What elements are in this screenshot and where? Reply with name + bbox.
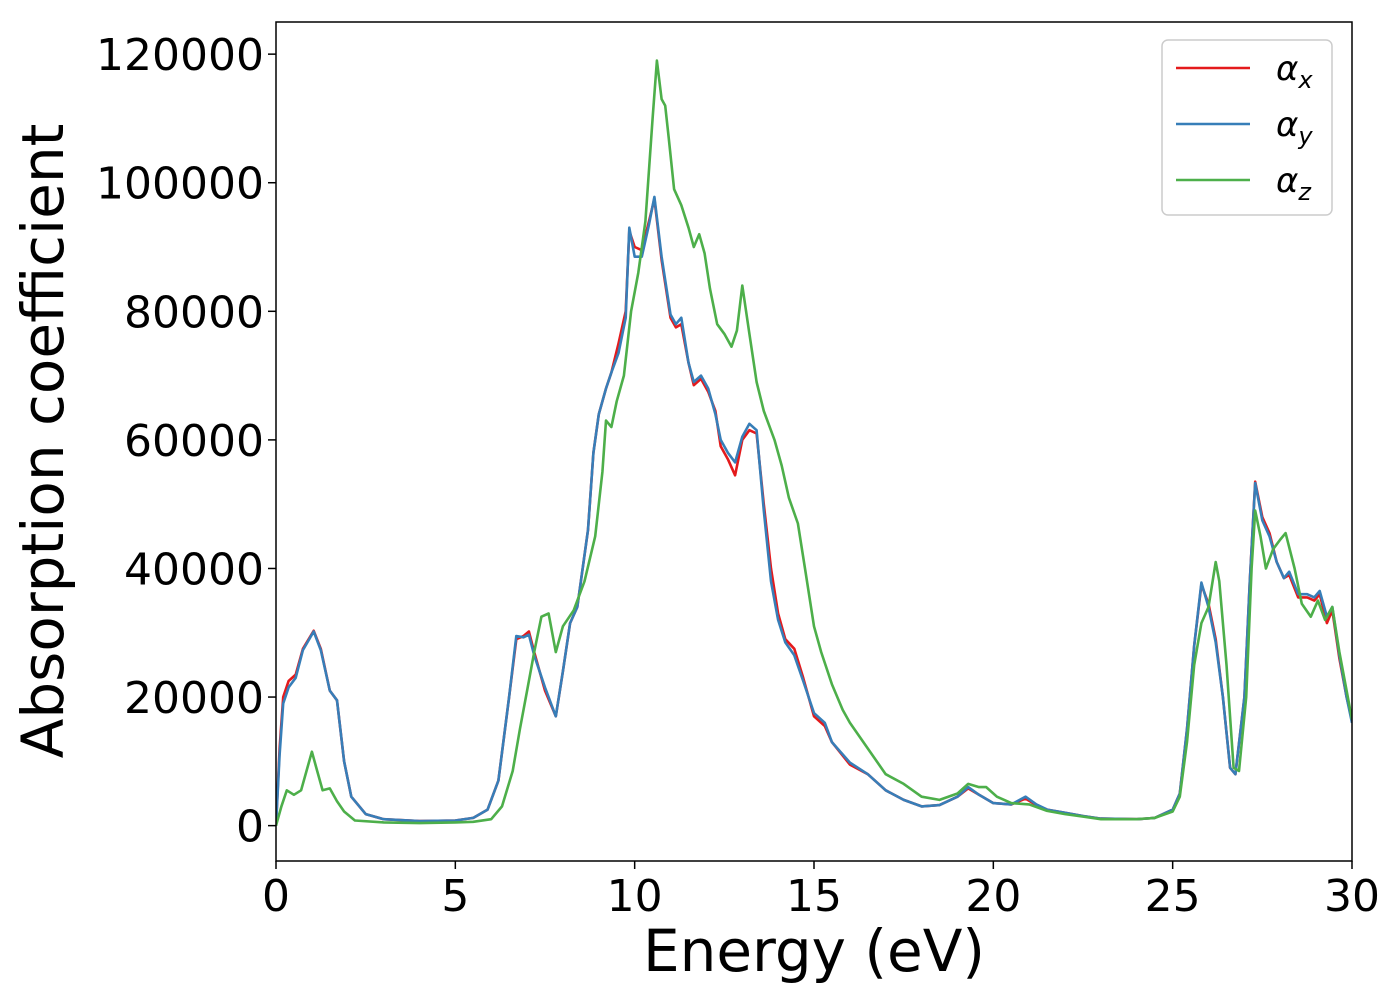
y-tick-label: 40000 [124, 544, 264, 595]
x-tick-label: 20 [965, 871, 1021, 922]
x-tick-label: 30 [1324, 871, 1380, 922]
legend-label-y: αy [1276, 105, 1313, 150]
y-axis-title: Absorption coefficient [9, 124, 77, 759]
x-tick-label: 0 [262, 871, 290, 922]
x-tick-label: 25 [1145, 871, 1201, 922]
legend-label-x: αx [1276, 49, 1313, 94]
x-tick-label: 15 [786, 871, 842, 922]
legend-label-z: αz [1276, 161, 1312, 206]
x-axis-title: Energy (eV) [643, 917, 985, 985]
y-tick-label: 20000 [124, 673, 264, 724]
y-tick-label: 0 [236, 802, 264, 853]
series-line-y [276, 195, 1352, 826]
x-tick-label: 10 [607, 871, 663, 922]
y-tick-label: 100000 [96, 159, 264, 210]
y-tick-label: 80000 [124, 287, 264, 338]
legend: αx αy αz [1161, 39, 1333, 216]
x-tick-label: 5 [441, 871, 469, 922]
legend-box [1161, 39, 1333, 216]
y-tick-label: 120000 [96, 30, 264, 81]
y-tick-label: 60000 [124, 416, 264, 467]
series-line-z [276, 59, 1352, 826]
